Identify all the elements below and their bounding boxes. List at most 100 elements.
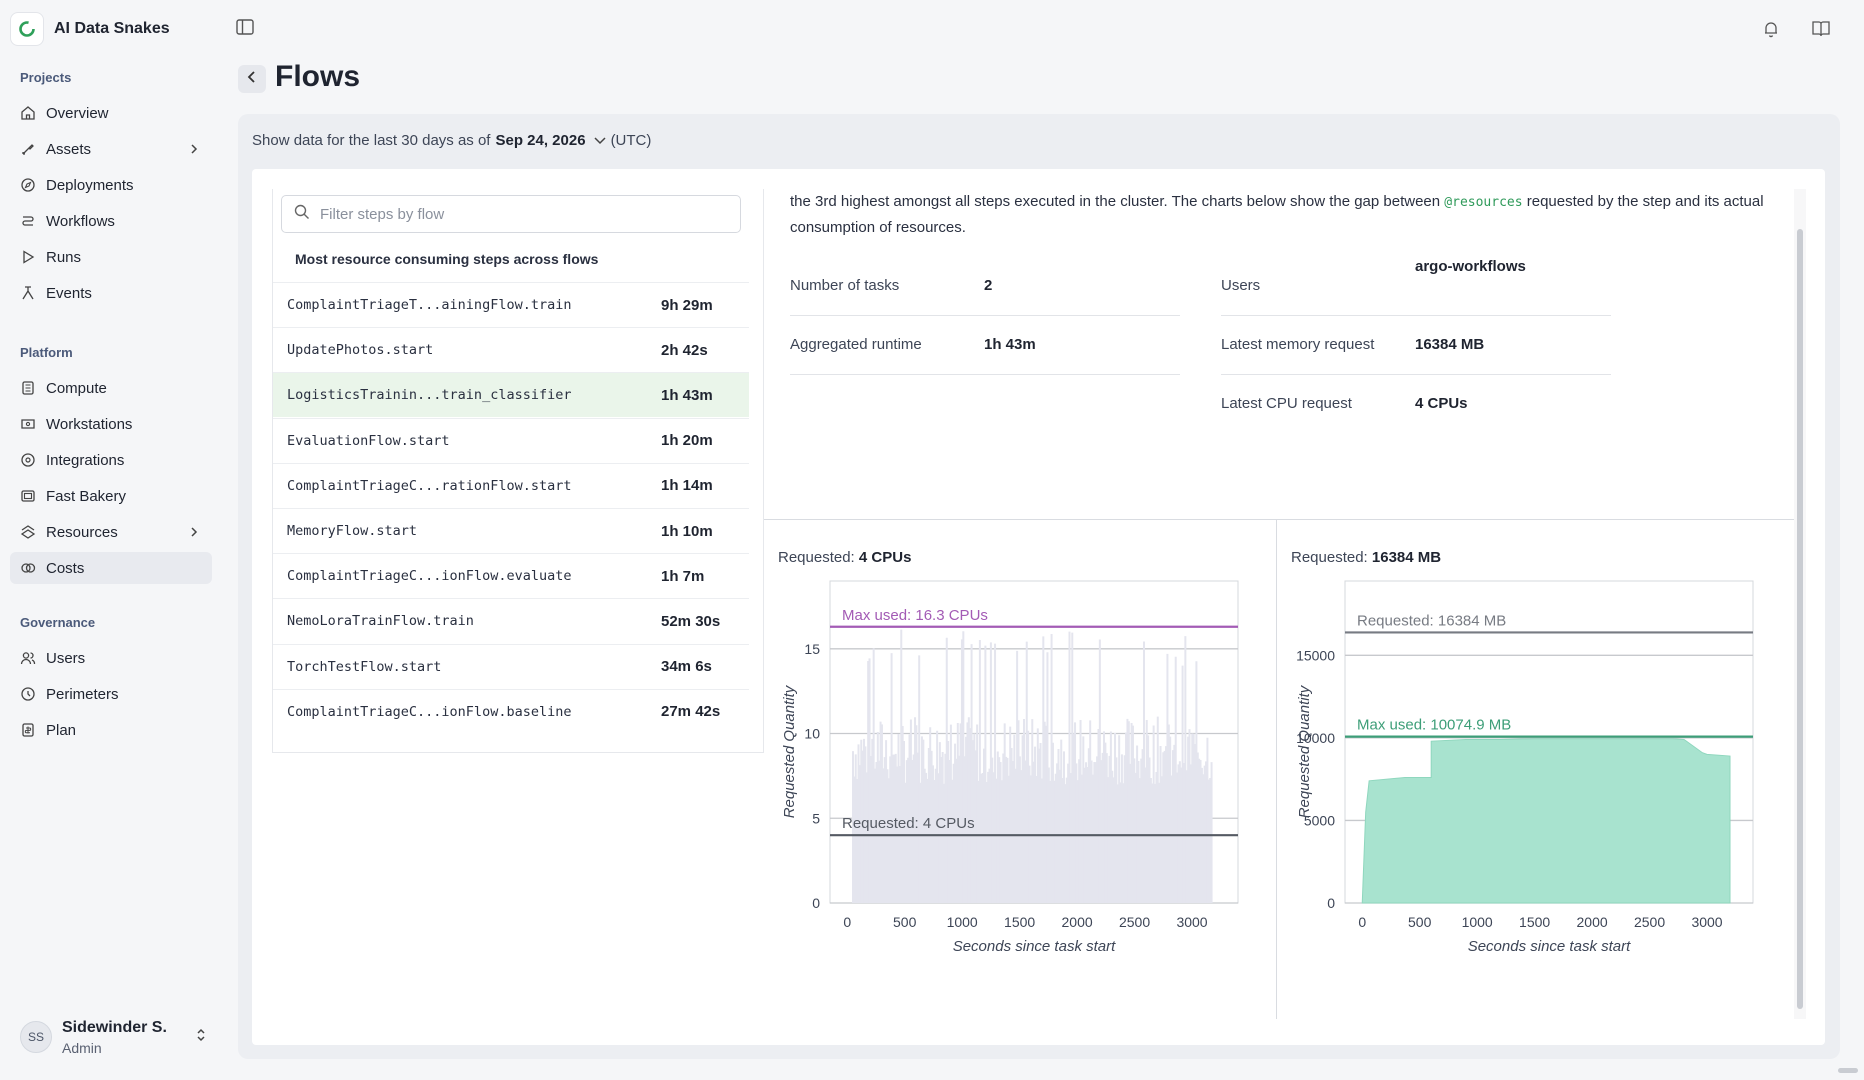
plan-icon xyxy=(20,722,36,738)
sidebar-item-plan[interactable]: Plan xyxy=(10,714,212,746)
step-name: LogisticsTrainin...train_classifier xyxy=(287,387,572,404)
bakery-icon xyxy=(20,488,36,504)
cpu-chart-title-value: 4 CPUs xyxy=(858,549,912,566)
sidebar-item-perimeters[interactable]: Perimeters xyxy=(10,678,212,710)
sidebar-item-label: Costs xyxy=(46,559,85,577)
sidebar-item-users[interactable]: Users xyxy=(10,642,212,674)
steps-list: Most resource consuming steps across flo… xyxy=(272,189,764,753)
compass-icon xyxy=(20,177,36,193)
filter-steps-box[interactable] xyxy=(281,195,741,233)
step-row[interactable]: ComplaintTriageC...rationFlow.start 1h 14… xyxy=(273,462,749,508)
detail-scrollbar[interactable] xyxy=(1797,229,1803,1009)
stat-label-cpu: Latest CPU request xyxy=(1221,395,1352,412)
sidebar-item-label: Deployments xyxy=(46,176,134,194)
nav-section-title: Platform xyxy=(20,345,73,360)
sidebar-item-workstations[interactable]: Workstations xyxy=(10,408,212,440)
sidebar-item-runs[interactable]: Runs xyxy=(10,241,212,273)
filter-steps-input[interactable] xyxy=(320,205,720,223)
user-menu[interactable]: SS Sidewinder S. Admin xyxy=(20,1015,206,1059)
sidebar-item-workflows[interactable]: Workflows xyxy=(10,205,212,237)
stat-divider xyxy=(790,315,1180,316)
desc-text: the 3rd highest amongst all steps execut… xyxy=(790,193,1445,210)
step-name: TorchTestFlow.start xyxy=(287,658,442,675)
x-tick-label: 2000 xyxy=(1062,914,1093,930)
main-panel: Show data for the last 30 days as of Sep… xyxy=(238,114,1840,1059)
sidebar-toggle-icon[interactable] xyxy=(236,19,258,39)
resources-icon xyxy=(20,524,36,540)
user-name: Sidewinder S. xyxy=(62,1018,167,1036)
x-axis-label: Seconds since task start xyxy=(1468,938,1631,955)
avatar: SS xyxy=(20,1021,52,1053)
step-name: EvaluationFlow.start xyxy=(287,432,450,449)
sidebar-item-deployments[interactable]: Deployments xyxy=(10,169,212,201)
sidebar-item-resources[interactable]: Resources xyxy=(10,516,212,548)
y-tick-label: 5 xyxy=(812,810,820,826)
y-axis-label: Requested Quantity xyxy=(781,684,798,818)
memory-chart-title-prefix: Requested: xyxy=(1291,549,1368,566)
nav-section-title: Governance xyxy=(20,615,96,630)
flow-detail-card: Most resource consuming steps across flo… xyxy=(252,169,1825,1045)
step-runtime: 52m 30s xyxy=(661,612,721,630)
step-row[interactable]: ComplaintTriageC...ionFlow.evaluate 1h 7m xyxy=(273,553,749,598)
step-row[interactable]: NemoLoraTrainFlow.train 52m 30s xyxy=(273,598,749,643)
search-icon xyxy=(294,204,310,224)
y-tick-label: 0 xyxy=(1327,895,1335,911)
stat-divider xyxy=(1221,315,1611,316)
x-tick-label: 1500 xyxy=(1004,914,1035,930)
chevron-right-icon[interactable] xyxy=(190,525,198,542)
requested-label: Requested: 16384 MB xyxy=(1357,612,1506,629)
resources-code: @resources xyxy=(1444,195,1523,210)
sidebar: AI Data Snakes Projects Overview Assets Dep… xyxy=(0,0,224,1080)
sidebar-item-compute[interactable]: Compute xyxy=(10,372,212,404)
sidebar-item-overview[interactable]: Overview xyxy=(10,97,212,129)
memory-chart-title-value: 16384 MB xyxy=(1371,549,1442,566)
x-tick-label: 0 xyxy=(843,914,851,930)
timezone-label: (UTC) xyxy=(610,132,652,149)
step-row[interactable]: UpdatePhotos.start 2h 42s xyxy=(273,327,749,372)
sidebar-item-label: Events xyxy=(46,284,92,302)
x-axis-label: Seconds since task start xyxy=(953,938,1116,955)
bell-icon[interactable] xyxy=(1762,20,1780,42)
cpu-usage-chart: 0 5 10 15 0 500 1000 1500 2000 2500 3000 Seconds si… xyxy=(781,580,1239,955)
book-icon[interactable] xyxy=(1811,20,1831,42)
step-name: ComplaintTriageT...ainingFlow.train xyxy=(287,297,572,313)
sidebar-item-label: Overview xyxy=(46,104,109,122)
step-row[interactable]: TorchTestFlow.start 34m 6s xyxy=(273,643,749,689)
sidebar-item-costs[interactable]: Costs xyxy=(10,552,212,584)
back-button[interactable] xyxy=(238,65,266,93)
step-row[interactable]: MemoryFlow.start 1h 10m xyxy=(273,508,749,553)
sidebar-item-label: Integrations xyxy=(46,451,125,469)
requested-label: Requested: 4 CPUs xyxy=(842,815,975,832)
step-row[interactable]: LogisticsTrainin...train_classifier 1h 43… xyxy=(273,372,749,418)
step-name: ComplaintTriageC...rationFlow.start xyxy=(287,477,572,494)
chevron-right-icon[interactable] xyxy=(190,142,198,159)
sidebar-item-integrations[interactable]: Integrations xyxy=(10,444,212,476)
sidebar-item-label: Perimeters xyxy=(46,685,119,703)
org-switcher[interactable]: AI Data Snakes xyxy=(10,10,216,48)
sidebar-item-label: Runs xyxy=(46,248,82,266)
chevron-up-down-icon[interactable] xyxy=(196,1028,206,1046)
sidebar-item-label: Compute xyxy=(46,379,107,397)
x-tick-label: 1000 xyxy=(947,914,978,930)
step-name: NemoLoraTrainFlow.train xyxy=(287,613,474,630)
memory-chart-title: Requested: 16384 MB xyxy=(1291,549,1441,566)
x-tick-label: 500 xyxy=(893,914,917,930)
step-row[interactable]: ComplaintTriageC...ionFlow.baseline 27m 4… xyxy=(273,688,749,734)
sidebar-item-assets[interactable]: Assets xyxy=(10,133,212,165)
sidebar-item-label: Plan xyxy=(46,721,77,739)
sidebar-item-events[interactable]: Events xyxy=(10,277,212,309)
step-row[interactable]: ComplaintTriageT...ainingFlow.train 9h 29… xyxy=(273,282,749,327)
stat-label-tasks: Number of tasks xyxy=(790,277,900,294)
users-icon xyxy=(20,650,36,666)
org-name: AI Data Snakes xyxy=(54,20,170,37)
sidebar-item-fast-bakery[interactable]: Fast Bakery xyxy=(10,480,212,512)
step-row[interactable]: EvaluationFlow.start 1h 20m xyxy=(273,417,749,463)
stat-value-runtime: 1h 43m xyxy=(984,336,1036,353)
step-runtime: 34m 6s xyxy=(661,658,712,676)
chevron-down-icon[interactable] xyxy=(594,132,606,149)
x-tick-label: 2000 xyxy=(1577,914,1608,930)
play-icon xyxy=(20,249,36,265)
page-scrollbar[interactable] xyxy=(1838,1068,1858,1073)
stat-divider xyxy=(1221,374,1611,375)
date-picker[interactable]: Sep 24, 2026 xyxy=(495,132,586,149)
